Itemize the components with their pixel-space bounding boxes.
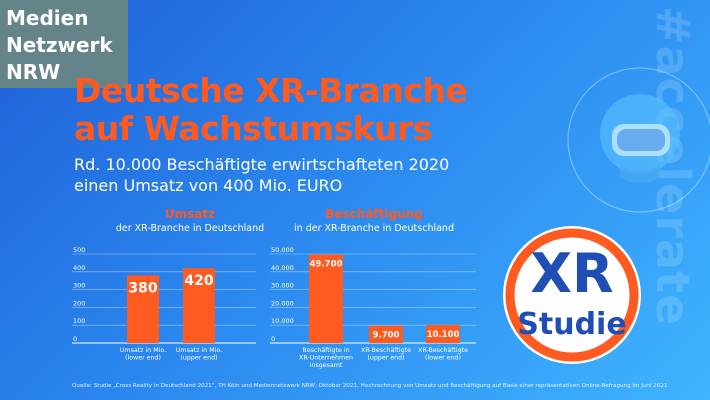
y-tick-label: 0: [73, 335, 77, 343]
category-label: insgesamt: [310, 362, 343, 369]
y-tick-label: 40.000: [271, 264, 294, 272]
y-tick-label: 200: [73, 299, 85, 307]
bar: [127, 275, 159, 343]
y-tick-label: 50.000: [271, 246, 294, 254]
source-note: Quelle: Studie „Cross Reality in Deutsch…: [72, 383, 668, 389]
badge-xr-text: XR: [530, 242, 613, 305]
y-tick-label: 30.000: [271, 282, 294, 290]
y-tick-label: 20.000: [271, 299, 294, 307]
medien-netzwerk-logo: Medien Netzwerk NRW: [0, 0, 128, 88]
category-label: (upper end): [367, 355, 404, 362]
bar: [426, 325, 460, 343]
data-label: 10.100: [427, 330, 460, 340]
xr-studie-badge: XR Studie: [503, 226, 641, 364]
beschaeftigung-bar-chart: 0 10.000 20.000 30.000 40.000 50.000 49.700 Bes…: [270, 246, 476, 369]
category-label: Beschäftigte in: [302, 347, 349, 354]
page-title: Deutsche XR-Branche auf Wachstumskurs: [74, 71, 468, 148]
y-tick-label: 100: [73, 317, 85, 325]
title-line-1: Deutsche XR-Branche: [74, 71, 468, 110]
beschaeftigung-chart-title: Beschäftigung: [325, 207, 423, 221]
y-tick-label: 10.000: [271, 317, 294, 325]
category-label: Umsatz in Mio.: [176, 347, 222, 354]
category-label: Umsatz in Mio.: [120, 347, 166, 354]
category-label: (lower end): [425, 355, 461, 362]
category-label: XR-Beschäftigte: [361, 347, 411, 354]
bar: [309, 254, 343, 343]
y-tick-label: 400: [73, 264, 85, 272]
subtitle-line-1: Rd. 10.000 Beschäftigte erwirtschafteten…: [74, 155, 450, 174]
data-label: 420: [184, 273, 213, 289]
bar: [369, 325, 403, 343]
beschaeftigung-chart-subtitle: in der XR-Branche in Deutschland: [294, 223, 454, 234]
umsatz-chart-heading: Umsatz der XR-Branche in Deutschland: [80, 207, 300, 235]
vr-headset-icon: [567, 67, 710, 213]
data-label: 9.700: [373, 331, 400, 341]
badge-studie-text: Studie: [517, 307, 626, 342]
category-label: XR-Unternehmen: [299, 355, 353, 362]
title-line-2: auf Wachstumskurs: [74, 109, 432, 148]
page-subtitle: Rd. 10.000 Beschäftigte erwirtschafteten…: [74, 154, 449, 196]
y-tick-label: 500: [73, 246, 85, 254]
logo-line-2: Netzwerk: [6, 33, 113, 57]
bar: [183, 268, 215, 343]
subtitle-line-2: einen Umsatz von 400 Mio. EURO: [74, 176, 343, 195]
category-label: (lower end): [125, 355, 161, 362]
umsatz-chart-subtitle: der XR-Branche in Deutschland: [115, 223, 265, 234]
data-label: 49.700: [310, 260, 343, 270]
logo-line-1: Medien: [6, 6, 89, 30]
logo-line-3: NRW: [6, 60, 61, 84]
umsatz-chart-title: Umsatz: [164, 207, 216, 221]
beschaeftigung-chart-heading: Beschäftigung in der XR-Branche in Deuts…: [268, 207, 480, 235]
category-label: (upper end): [180, 355, 217, 362]
data-label: 380: [128, 280, 157, 296]
category-label: XR-Beschäftigte: [418, 347, 468, 354]
y-tick-label: 0: [271, 335, 275, 343]
y-tick-label: 300: [73, 282, 85, 290]
